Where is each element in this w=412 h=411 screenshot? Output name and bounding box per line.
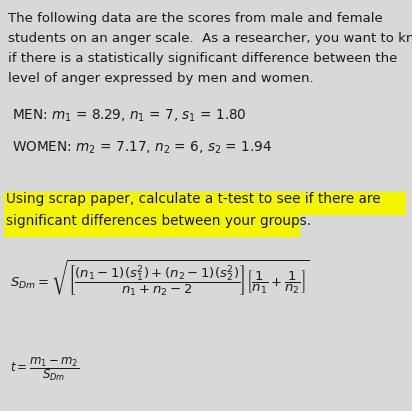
Text: $S_{Dm} = \sqrt{\left[\dfrac{(n_1-1)(s_1^2)+(n_2-1)(s_2^2)}{n_1+n_2-2}\right]\le: $S_{Dm} = \sqrt{\left[\dfrac{(n_1-1)(s_1… (10, 258, 310, 298)
Text: $t = \dfrac{m_1 - m_2}{S_{Dm}}$: $t = \dfrac{m_1 - m_2}{S_{Dm}}$ (10, 355, 80, 383)
Bar (4, 192, 404, 214)
Text: WOMEN: $m_2$ = 7.17, $n_2$ = 6, $s_2$ = 1.94: WOMEN: $m_2$ = 7.17, $n_2$ = 6, $s_2$ = … (12, 140, 272, 157)
Text: level of anger expressed by men and women.: level of anger expressed by men and wome… (8, 72, 314, 85)
Text: if there is a statistically significant difference between the: if there is a statistically significant … (8, 52, 398, 65)
Text: Using scrap paper, calculate a t-test to see if there are: Using scrap paper, calculate a t-test to… (6, 192, 381, 206)
Text: The following data are the scores from male and female: The following data are the scores from m… (8, 12, 383, 25)
Text: MEN: $m_1$ = 8.29, $n_1$ = 7, $s_1$ = 1.80: MEN: $m_1$ = 8.29, $n_1$ = 7, $s_1$ = 1.… (12, 108, 246, 125)
Text: students on an anger scale.  As a researcher, you want to know: students on an anger scale. As a researc… (8, 32, 412, 45)
Text: significant differences between your groups.: significant differences between your gro… (6, 214, 311, 228)
Bar (4, 214, 299, 236)
